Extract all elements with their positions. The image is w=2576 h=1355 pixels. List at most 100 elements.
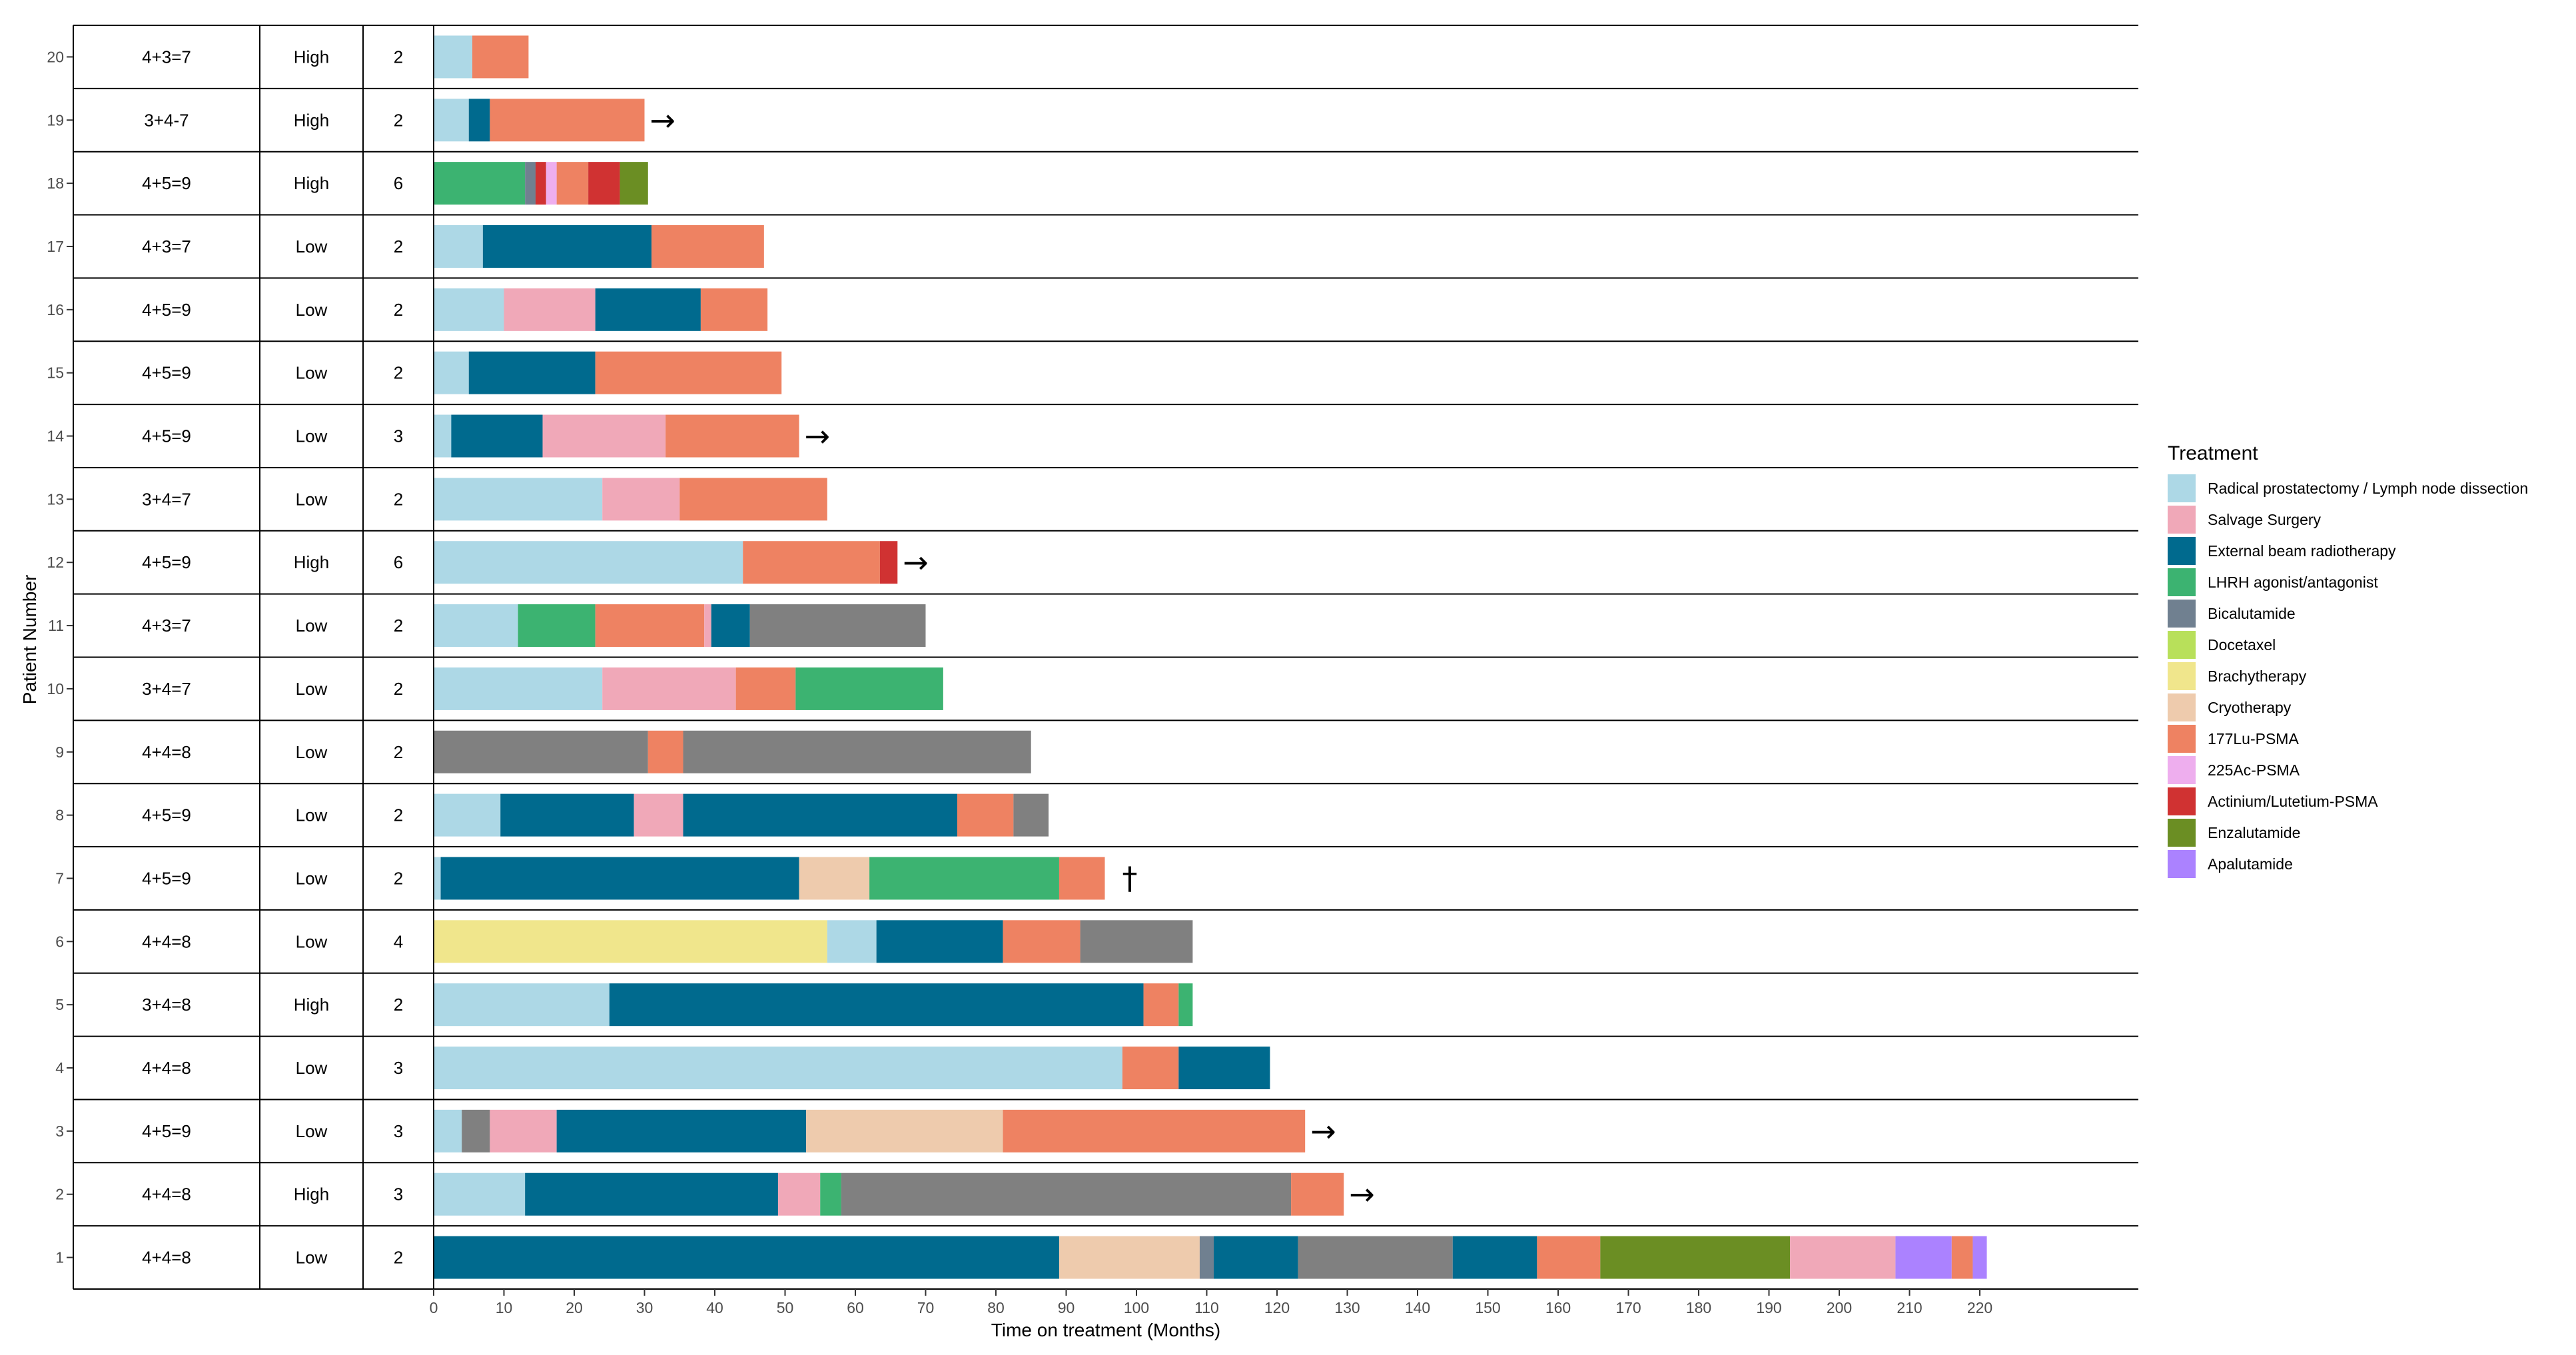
legend-label: Actinium/Lutetium-PSMA [2208,793,2378,810]
patient-bar-1 [434,1236,1987,1279]
risk-group: Low [296,868,328,888]
bar-segment [1080,920,1193,963]
death-marker: † [1122,860,1138,896]
risk-group: Low [296,1121,328,1141]
patient-row-2: 2 4+4=8 High 3 [55,1184,403,1204]
line-count: 2 [394,236,403,256]
x-tick-label: 60 [847,1299,864,1316]
y-tick-label: 13 [47,490,64,508]
legend-swatch [2168,787,2196,815]
bar-segment [679,478,827,521]
legend-title: Treatment [2168,442,2258,464]
gleason-score: 4+5=9 [142,1121,191,1141]
patient-bar-10 [434,667,943,710]
x-tick-label: 180 [1686,1299,1711,1316]
bar-segment [806,1109,1003,1152]
bar-segment [434,478,603,521]
risk-group: Low [296,616,328,636]
bar-segment [1122,1047,1179,1090]
risk-group: High [294,552,329,572]
bar-segment [468,351,596,394]
y-tick-label: 15 [47,364,64,382]
y-tick-label: 16 [47,301,64,318]
legend-entry: Enzalutamide [2168,819,2300,847]
bar-segment [500,793,634,837]
bar-segment [1600,1236,1791,1279]
risk-group: Low [296,1248,328,1268]
patient-bar-19 [434,99,645,142]
risk-group: Low [296,300,328,320]
bar-segment [1537,1236,1601,1279]
legend-entry: Docetaxel [2168,631,2276,659]
line-count: 2 [394,616,403,636]
risk-group: High [294,173,329,193]
line-count: 3 [394,1058,403,1078]
legend-swatch [2168,756,2196,784]
x-tick-label: 0 [430,1299,438,1316]
x-tick-label: 150 [1475,1299,1500,1316]
bar-segment [525,1172,778,1216]
legend-entry: External beam radiotherapy [2168,537,2396,565]
y-tick-label: 12 [47,554,64,571]
patient-row-15: 15 4+5=9 Low 2 [47,363,403,383]
bar-segment [434,793,501,837]
line-count: 2 [394,742,403,762]
legend-entry: Bicalutamide [2168,600,2296,628]
patient-row-4: 4 4+4=8 Low 3 [55,1058,403,1078]
legend-entry: 177Lu-PSMA [2168,725,2299,753]
ongoing-arrow: → [650,102,676,138]
bar-segment [440,857,799,900]
bar-segment [1003,1109,1306,1152]
bar-segment [518,604,596,648]
x-tick-label: 220 [1967,1299,1992,1316]
risk-group: Low [296,426,328,446]
treatment-bars [434,35,1987,1279]
gleason-score: 4+5=9 [142,805,191,825]
bar-segment [434,414,452,458]
x-tick-label: 120 [1264,1299,1290,1316]
patient-row-19: 19 3+4-7 High 2 [47,110,403,130]
patient-bar-17 [434,225,764,268]
patient-row-9: 9 4+4=8 Low 2 [55,742,403,762]
bar-segment [468,99,490,142]
patient-bar-8 [434,793,1049,837]
bar-segment [434,351,469,394]
legend-label: Radical prostatectomy / Lymph node disse… [2208,480,2528,497]
x-tick-label: 70 [917,1299,935,1316]
bar-segment [795,667,943,710]
bar-segment [434,162,526,205]
line-count: 3 [394,1121,403,1141]
x-tick-label: 10 [496,1299,513,1316]
patient-row-12: 12 4+5=9 High 6 [47,552,403,572]
gleason-score: 4+5=9 [142,552,191,572]
patient-row-13: 13 3+4=7 Low 2 [47,489,403,509]
patient-bar-13 [434,478,827,521]
legend-swatch [2168,693,2196,721]
bar-segment [777,1172,821,1216]
ongoing-arrow: → [1349,1176,1375,1212]
legend-entry: Actinium/Lutetium-PSMA [2168,787,2378,815]
patient-bar-15 [434,351,782,394]
x-tick-label: 130 [1334,1299,1360,1316]
bar-segment [827,920,877,963]
bar-segment [683,730,1031,773]
y-tick-label: 4 [55,1059,64,1077]
bar-segment [711,604,750,648]
bar-segment [700,288,768,331]
x-tick-label: 200 [1827,1299,1852,1316]
patient-bar-6 [434,920,1193,963]
line-count: 2 [394,995,403,1015]
legend-label: LHRH agonist/antagonist [2208,574,2378,591]
x-tick-label: 160 [1545,1299,1571,1316]
line-count: 2 [394,679,403,699]
bar-segment [609,983,1144,1027]
legend-swatch [2168,725,2196,753]
y-tick-label: 19 [47,111,64,129]
legend-entry: 225Ac-PSMA [2168,756,2300,784]
risk-group: High [294,47,329,67]
bar-segment [434,541,743,584]
legend-label: Apalutamide [2208,855,2293,873]
bar-segment [1972,1236,1987,1279]
bar-segment [434,920,827,963]
